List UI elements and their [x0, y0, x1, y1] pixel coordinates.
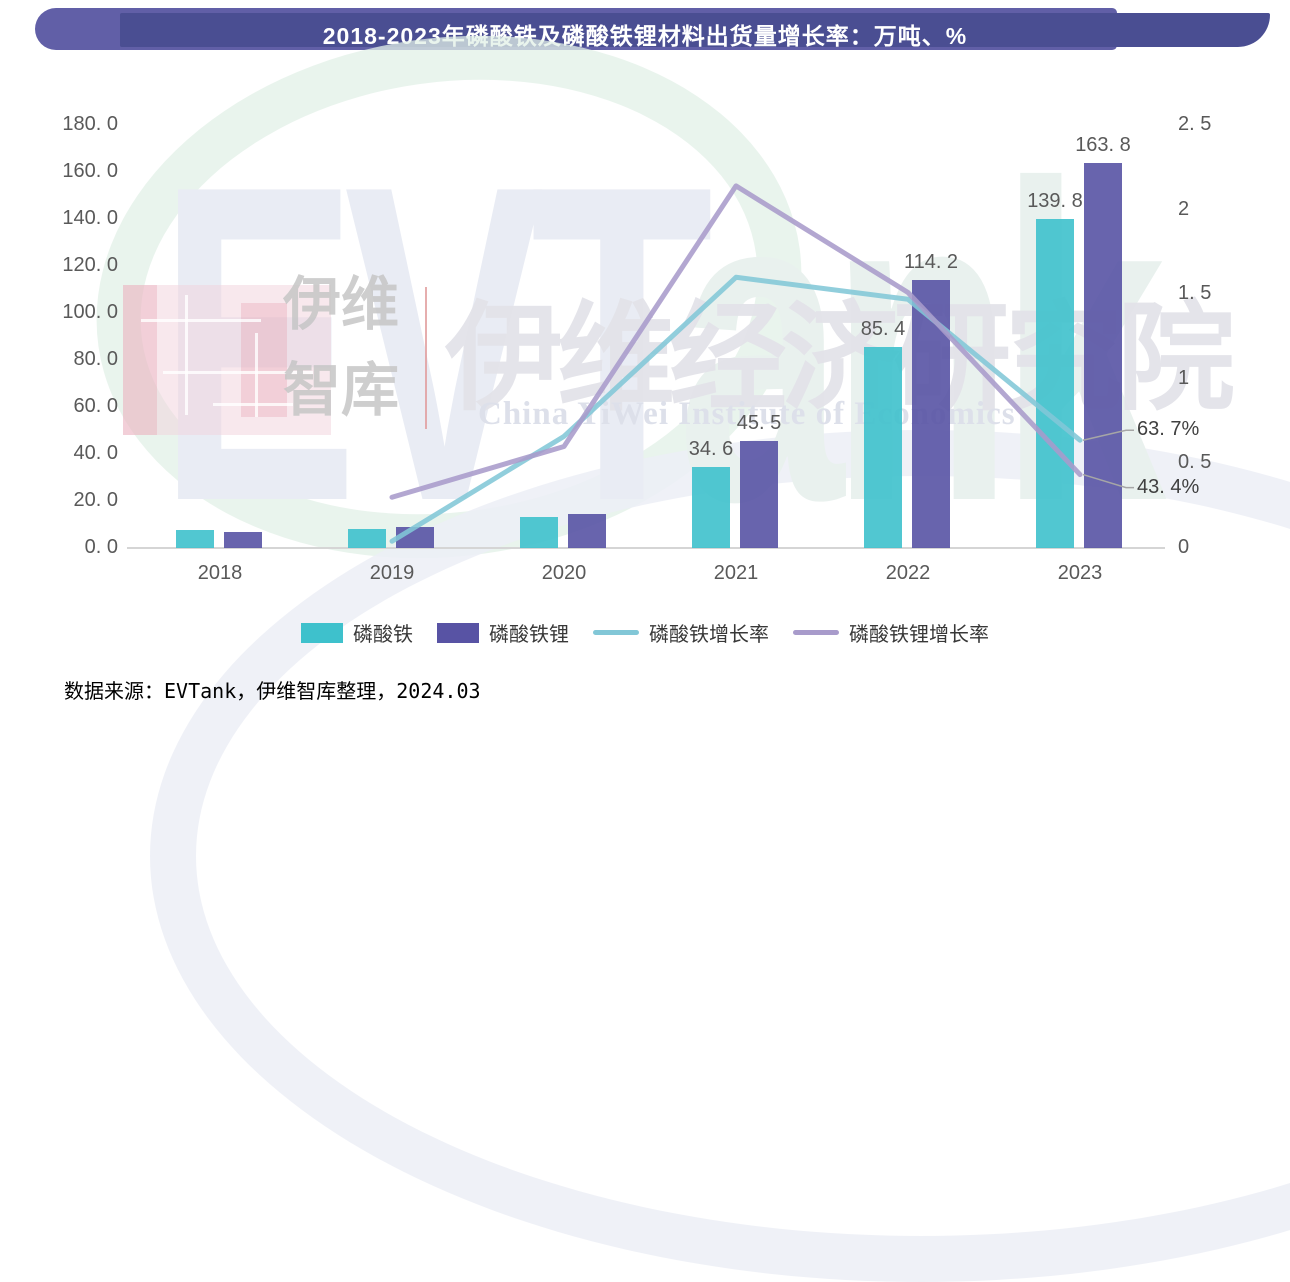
y-axis-left-tick-label: 20. 0	[73, 489, 118, 511]
bar-value-label: 85. 4	[860, 318, 906, 341]
bar-磷酸铁	[348, 529, 386, 548]
growth-line-磷酸铁增长率	[389, 274, 1083, 544]
bar-磷酸铁	[1036, 219, 1074, 548]
y-axis-right-tick-label: 0	[1178, 536, 1190, 558]
title-banner-front	[120, 13, 1270, 47]
chart-plot-area: 0. 0 20. 0 40. 0 60. 0 80. 0 100. 0 120. 0 140.…	[62, 113, 1212, 584]
bar-磷酸铁锂	[224, 531, 262, 548]
x-axis-label: 2020	[541, 562, 587, 584]
legend-item: 磷酸铁锂增长率	[793, 618, 989, 647]
y-axis-left-tick-label: 60. 0	[73, 395, 118, 417]
bar-磷酸铁	[692, 466, 730, 548]
bar-磷酸铁锂	[568, 513, 606, 548]
y-axis-right-tick-label: 1. 5	[1178, 282, 1212, 305]
x-axis-label: 2021	[713, 562, 759, 584]
legend-swatch-line	[593, 630, 639, 635]
x-axis-label: 2019	[369, 562, 415, 584]
annotation-label: 63. 7%	[1137, 418, 1200, 441]
x-axis-line	[127, 547, 1165, 549]
legend-label: 磷酸铁锂	[489, 624, 569, 646]
annotation-connector	[1082, 429, 1134, 441]
legend-swatch-bar	[437, 622, 479, 643]
bar-value-label: 139. 8	[1027, 190, 1083, 213]
y-axis-right-tick-label: 2	[1178, 197, 1190, 220]
y-axis-left-tick-label: 140. 0	[62, 207, 118, 229]
bar-value-label: 45. 5	[736, 412, 782, 435]
bar-磷酸铁	[520, 516, 558, 548]
growth-line-磷酸铁锂增长率	[389, 183, 1083, 500]
legend-swatch-bar	[301, 622, 343, 643]
x-axis-label: 2018	[197, 562, 243, 584]
y-axis-left-tick-label: 120. 0	[62, 254, 118, 276]
legend-item: 磷酸铁	[301, 618, 413, 647]
annotation-label: 43. 4%	[1137, 475, 1200, 498]
bar-value-label: 163. 8	[1075, 134, 1131, 157]
legend-label: 磷酸铁增长率	[649, 624, 769, 646]
y-axis-left-tick-label: 100. 0	[62, 301, 118, 323]
y-axis-left-tick-label: 80. 0	[73, 348, 118, 370]
legend-item: 磷酸铁锂	[437, 618, 569, 647]
bar-磷酸铁锂	[912, 279, 950, 548]
y-axis-left-tick-label: 40. 0	[73, 442, 118, 464]
source-note: 数据来源：EVTank，伊维智库整理，2024.03	[64, 679, 481, 703]
legend-label: 磷酸铁锂增长率	[849, 624, 989, 646]
chart-legend: 磷酸铁 磷酸铁锂 磷酸铁增长率 磷酸铁锂增长率	[0, 618, 1290, 647]
legend-label: 磷酸铁	[353, 624, 413, 646]
y-axis-left-tick-label: 180. 0	[62, 113, 118, 135]
bar-value-label: 114. 2	[903, 250, 959, 273]
y-axis-left-tick-label: 160. 0	[62, 160, 118, 182]
y-axis-right-tick-label: 1	[1178, 366, 1190, 389]
growth-lines-svg	[389, 183, 1134, 544]
y-axis-left-tick-label: 0. 0	[84, 536, 118, 558]
annotation-connector	[1082, 473, 1134, 489]
y-axis-right-tick-label: 2. 5	[1178, 113, 1212, 135]
chart-title: 2018-2023年磷酸铁及磷酸铁锂材料出货量增长率：万吨、%	[322, 23, 968, 49]
x-axis-label: 2023	[1057, 562, 1103, 584]
x-axis-label: 2022	[885, 562, 931, 584]
legend-swatch-line	[793, 630, 839, 635]
legend-item: 磷酸铁增长率	[593, 618, 769, 647]
